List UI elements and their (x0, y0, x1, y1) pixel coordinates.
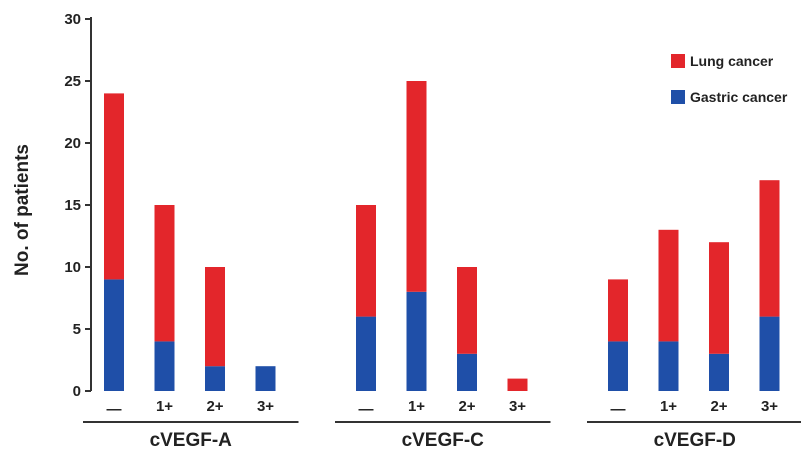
group-label: cVEGF-D (654, 430, 736, 451)
bar-gastric-cancer-cvegf-d-4 (759, 316, 780, 391)
bar-gastric-cancer-cvegf-c-3 (457, 353, 477, 391)
bar-lung-cancer-cvegf-d-4 (759, 180, 780, 317)
legend-label-gastric-cancer: Gastric cancer (690, 89, 788, 105)
legend-swatch-gastric-cancer (671, 90, 685, 104)
bar-lung-cancer-cvegf-a-3 (205, 267, 225, 367)
bar-gastric-cancer-cvegf-a-4 (255, 366, 276, 391)
y-axis: 0 5 10 15 20 25 30 (64, 11, 92, 400)
y-tick-label: 0 (73, 383, 81, 400)
group-label: cVEGF-C (402, 430, 485, 451)
x-tick-label: 2+ (206, 398, 223, 415)
x-tick-label: 1+ (408, 398, 425, 415)
bar-gastric-cancer-cvegf-a-3 (205, 366, 225, 391)
x-tick-label: — (107, 401, 122, 418)
bar-gastric-cancer-cvegf-c-2 (406, 291, 427, 391)
y-tick-label: 5 (73, 321, 81, 338)
bar-gastric-cancer-cvegf-a-2 (154, 341, 175, 391)
legend-label-lung-cancer: Lung cancer (690, 53, 774, 69)
y-axis-label: No. of patients (12, 144, 33, 276)
bar-lung-cancer-cvegf-a-2 (154, 205, 175, 342)
bar-gastric-cancer-cvegf-a-1 (104, 279, 124, 391)
bar-lung-cancer-cvegf-a-1 (104, 93, 124, 280)
bar-lung-cancer-cvegf-c-2 (406, 81, 427, 292)
bar-lung-cancer-cvegf-c-4 (507, 378, 528, 391)
x-tick-labels: — 1+ 2+ 3+ — 1+ 2+ 3+ — 1+ 2+ 3+ (107, 398, 779, 418)
y-axis-label-group: No. of patients (12, 144, 33, 276)
y-tick-label: 10 (64, 259, 81, 276)
x-tick-label: 1+ (156, 398, 173, 415)
x-tick-label: — (359, 401, 374, 418)
y-tick-label: 30 (64, 11, 81, 28)
legend-swatch-lung-cancer (671, 54, 685, 68)
x-tick-label: 3+ (761, 398, 778, 415)
bar-lung-cancer-cvegf-d-2 (658, 229, 679, 342)
bar-gastric-cancer-cvegf-d-2 (658, 341, 679, 391)
group-label: cVEGF-A (150, 430, 233, 451)
bar-lung-cancer-cvegf-c-3 (457, 267, 477, 354)
y-tick-label: 15 (64, 197, 81, 214)
bar-lung-cancer-cvegf-c-1 (356, 205, 376, 317)
bar-gastric-cancer-cvegf-d-1 (608, 341, 628, 391)
group-labels: cVEGF-A cVEGF-C cVEGF-D (83, 421, 801, 451)
bar-gastric-cancer-cvegf-c-1 (356, 316, 376, 391)
bar-gastric-cancer-cvegf-d-3 (709, 353, 729, 391)
x-tick-label: 2+ (458, 398, 475, 415)
x-tick-label: 3+ (509, 398, 526, 415)
x-tick-label: — (611, 401, 626, 418)
legend: Lung cancer Gastric cancer (671, 53, 788, 105)
y-tick-label: 25 (64, 73, 81, 90)
bar-lung-cancer-cvegf-d-1 (608, 279, 628, 342)
y-tick-label: 20 (64, 135, 81, 152)
x-tick-label: 2+ (710, 398, 727, 415)
bars (104, 81, 780, 391)
bar-lung-cancer-cvegf-d-3 (709, 242, 729, 354)
x-tick-label: 3+ (257, 398, 274, 415)
x-tick-label: 1+ (660, 398, 677, 415)
